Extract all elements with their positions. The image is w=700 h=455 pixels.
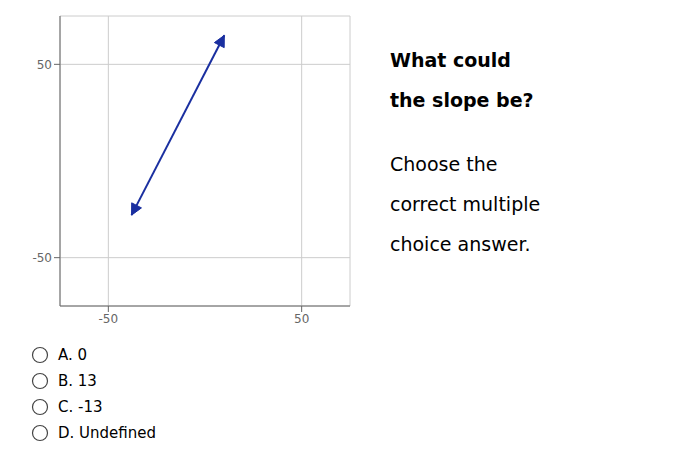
html-text:Choose the: Choose the bbox=[390, 153, 498, 175]
html-text:B. 13: B. 13 bbox=[58, 372, 97, 390]
html-text:What could: What could bbox=[390, 49, 511, 71]
svg-text:-50: -50 bbox=[99, 312, 119, 326]
html-text:the slope be?: the slope be? bbox=[390, 89, 534, 111]
svg-text:50: 50 bbox=[37, 58, 52, 72]
html-text:C. -13: C. -13 bbox=[58, 398, 103, 416]
html-text:A. 0: A. 0 bbox=[58, 346, 88, 364]
svg-text:50: 50 bbox=[294, 312, 309, 326]
html-text:choice answer.: choice answer. bbox=[390, 233, 531, 255]
svg-text:-50: -50 bbox=[32, 251, 52, 265]
html-text:D. Undefined: D. Undefined bbox=[58, 424, 156, 442]
html-text:correct multiple: correct multiple bbox=[390, 193, 541, 215]
